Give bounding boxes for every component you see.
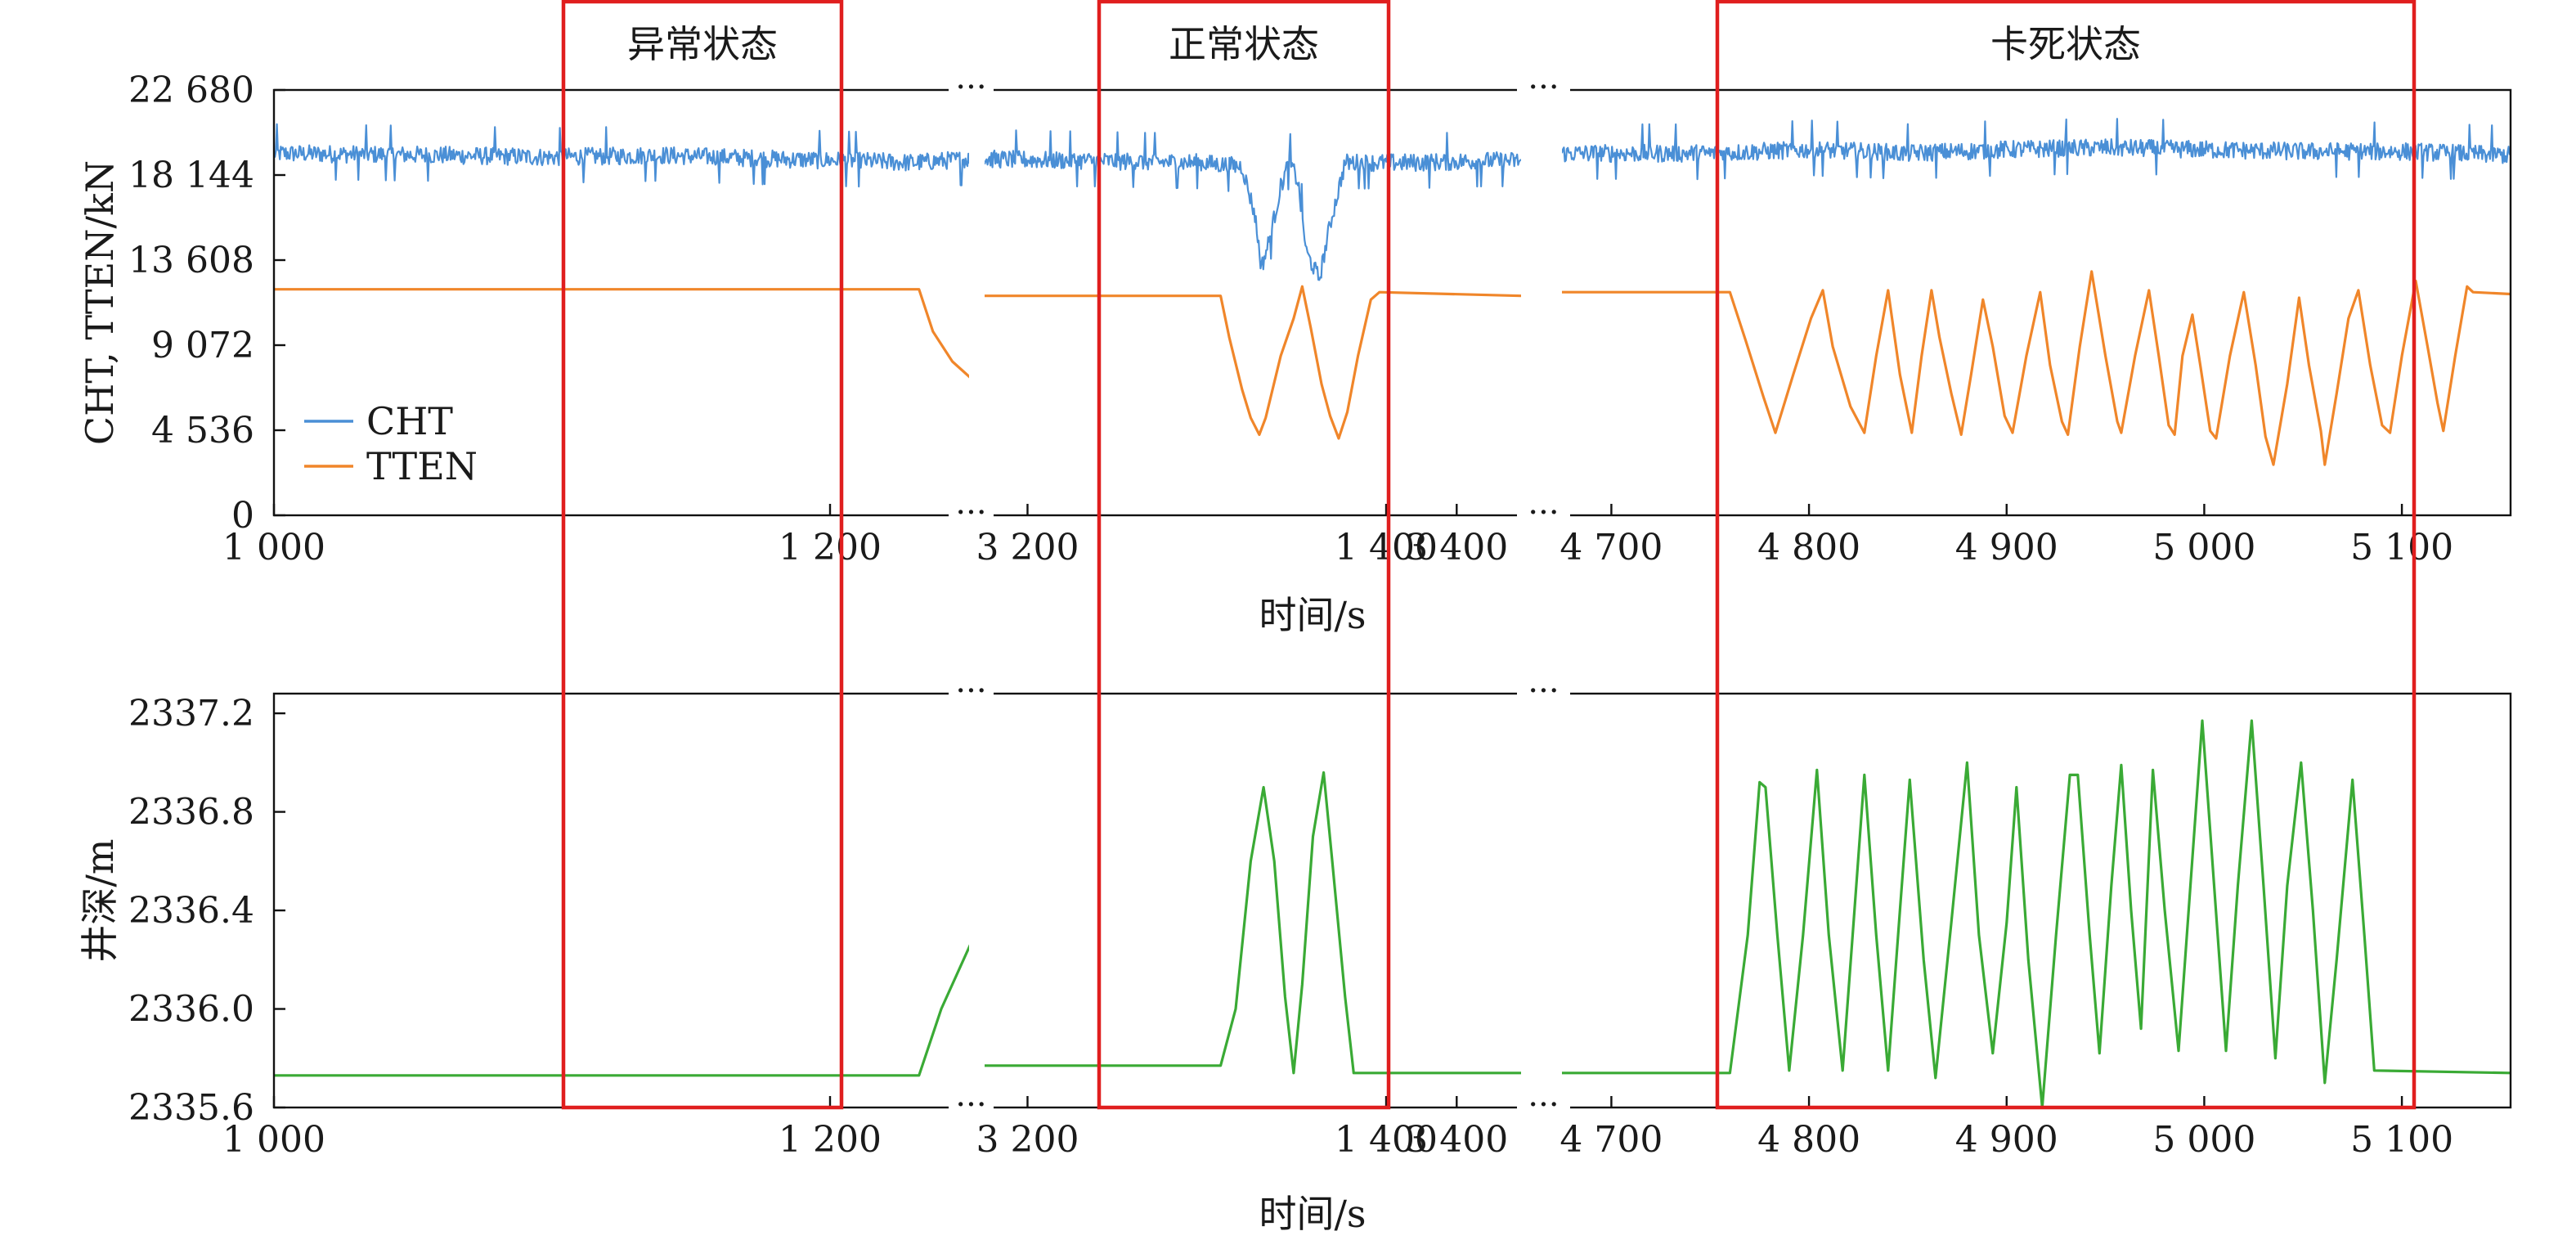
y-tick-label: 18 144: [128, 155, 254, 196]
x-tick-label: 5 000: [2152, 1119, 2255, 1161]
series-line-bottom-2: [1562, 719, 2511, 1107]
axis-break-marker: ···: [1528, 69, 1559, 106]
legend-label-CHT: CHT: [366, 399, 453, 443]
axis-break-marker: ···: [1528, 494, 1559, 532]
x-tick-label: 5 000: [2152, 527, 2255, 568]
x-tick-label: 4 800: [1757, 527, 1860, 568]
series-line-CHT-0: [274, 123, 969, 188]
x-tick-label: 1 200: [779, 1119, 882, 1161]
axis-break-bottom: [1517, 1104, 1570, 1111]
axis-break-bottom: [949, 1104, 994, 1111]
state-label: 正常状态: [1169, 22, 1319, 66]
axis-break-marker: ···: [1528, 672, 1559, 710]
axis-break-top: [949, 87, 994, 93]
x-tick-label: 4 700: [1560, 1119, 1663, 1161]
chart-bottom: ··· ··· ··· ··· 2335.6 2336.0 2336.4 2336.8 2337…: [78, 672, 2512, 1236]
series-line-CHT-2: [1562, 118, 2511, 181]
state-box-2: [1715, 0, 2417, 1110]
axis-break-bottom: [949, 512, 994, 519]
y-tick-label: 2337.2: [128, 693, 254, 735]
x-tick-label: 3 200: [976, 1119, 1079, 1161]
y-tick-label: 2336.4: [128, 890, 254, 932]
x-tick-label: 3 400: [1405, 527, 1508, 568]
plot-frame: [272, 692, 2512, 1109]
y-axis-title: CHT, TTEN/kN: [78, 160, 122, 445]
x-tick-label: 1 000: [222, 1119, 325, 1161]
y-tick-label: 9 072: [151, 325, 254, 366]
axis-break-top: [1517, 690, 1570, 697]
state-label: 异常状态: [627, 22, 778, 66]
x-tick-label: 1 400: [1335, 527, 1438, 568]
chart-top: ··· ··· ··· ··· 0 4 536 9 072 13 608 18 144 22 68…: [78, 69, 2512, 637]
axis-break-marker: ···: [955, 69, 986, 106]
axis-break-top: [949, 690, 994, 697]
x-tick-label: 5 100: [2350, 1119, 2453, 1161]
x-tick-label: 1 400: [1335, 1119, 1438, 1161]
series-line-TTEN-2: [1562, 270, 2511, 466]
y-axis-title: 井深/m: [78, 838, 122, 962]
series-line-TTEN-0: [274, 288, 969, 379]
y-tick-label: 2335.6: [128, 1087, 254, 1129]
x-tick-label: 4 900: [1955, 527, 2058, 568]
x-tick-label: 1 000: [222, 527, 325, 568]
series-line-bottom-1: [985, 771, 1521, 1075]
plot-frame: [272, 88, 2512, 517]
y-tick-label: 4 536: [151, 410, 254, 452]
x-tick-label: 4 700: [1560, 527, 1663, 568]
x-tick-label: 4 900: [1955, 1119, 2058, 1161]
state-label: 卡死状态: [1990, 22, 2141, 66]
axis-break-marker: ···: [955, 494, 986, 532]
x-tick-label: 4 800: [1757, 1119, 1860, 1161]
axis-break-top: [1517, 87, 1570, 93]
state-box-1: [1097, 0, 1391, 1110]
state-box-0: [561, 0, 844, 1110]
series-line-TTEN-1: [985, 285, 1521, 440]
series-line-CHT-1: [985, 129, 1521, 281]
axis-break-bottom: [1517, 512, 1570, 519]
axis-break-marker: ···: [955, 672, 986, 710]
x-tick-label: 1 200: [779, 527, 882, 568]
series-line-bottom-0: [274, 944, 969, 1077]
x-tick-label: 3 200: [976, 527, 1079, 568]
axis-break-marker: ···: [1528, 1086, 1559, 1124]
y-tick-label: 2336.0: [128, 989, 254, 1031]
legend-label-TTEN: TTEN: [366, 444, 478, 488]
y-tick-label: 13 608: [128, 240, 254, 281]
y-tick-label: 2336.8: [128, 792, 254, 833]
x-axis-title: 时间/s: [1259, 593, 1366, 637]
x-tick-label: 3 400: [1405, 1119, 1508, 1161]
axis-break-marker: ···: [955, 1086, 986, 1124]
y-tick-label: 22 680: [128, 70, 254, 111]
x-tick-label: 5 100: [2350, 527, 2453, 568]
y-tick-label: 0: [231, 495, 254, 537]
x-axis-title: 时间/s: [1259, 1192, 1366, 1236]
